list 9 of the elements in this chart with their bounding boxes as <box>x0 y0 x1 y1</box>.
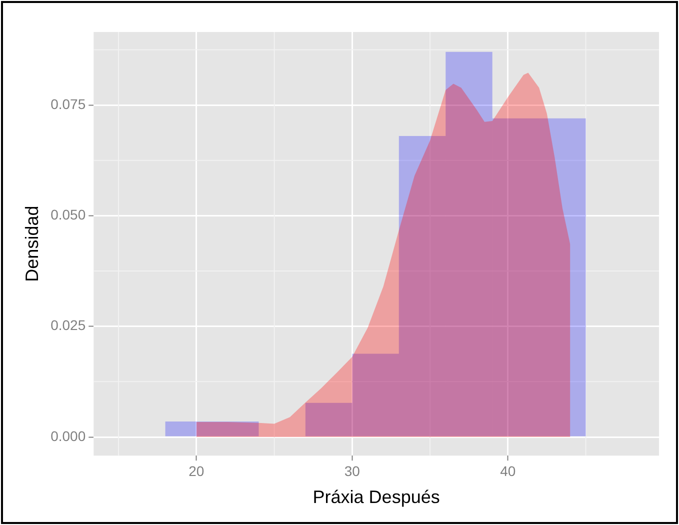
x-tick-label: 40 <box>500 462 516 479</box>
x-axis-title: Práxia Después <box>312 487 440 508</box>
y-tick-label: 0.000 <box>50 428 86 444</box>
x-tick-label: 20 <box>188 462 204 479</box>
y-tick-label: 0.050 <box>50 206 86 223</box>
x-tick-label: 30 <box>344 462 360 479</box>
y-axis-title: Densidad <box>22 206 42 282</box>
y-tick-label: 0.025 <box>50 317 86 334</box>
y-tick-label: 0.075 <box>50 96 86 112</box>
